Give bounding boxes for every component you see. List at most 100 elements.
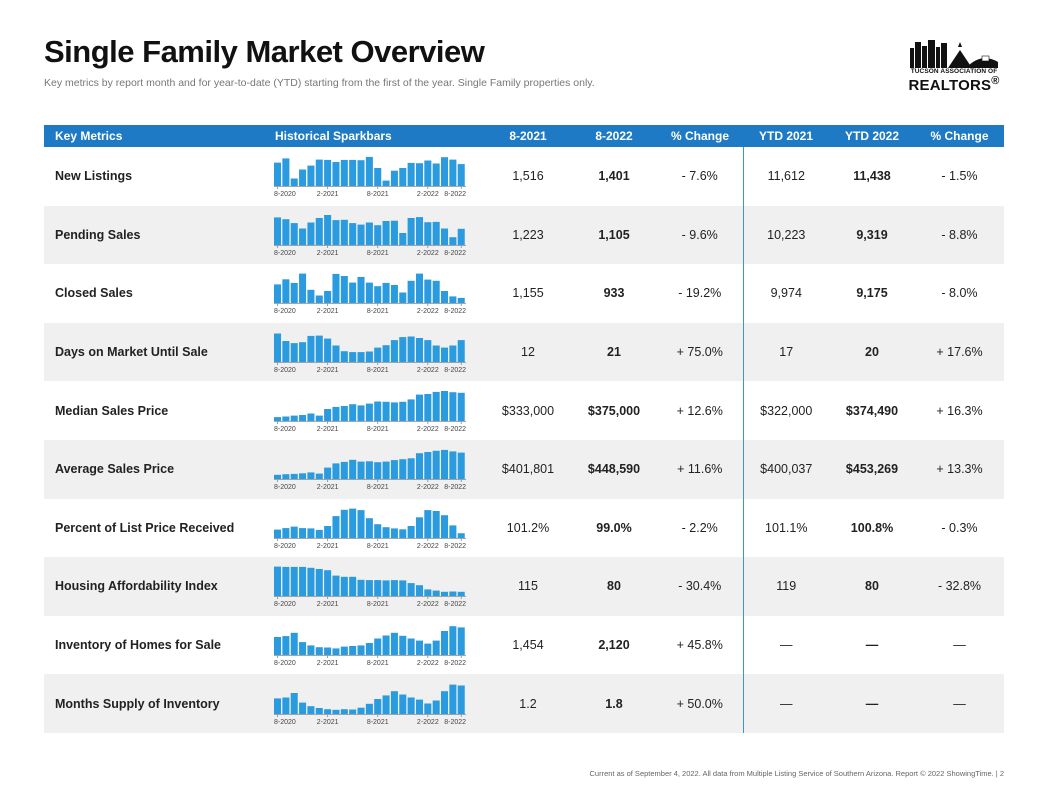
sparkbar bbox=[399, 694, 407, 714]
value-ytd2021: — bbox=[742, 615, 829, 675]
sparkbar-chart: 8-2020 2-2021 8-2021 2-2022 8-2022 bbox=[274, 274, 466, 315]
sparkbar bbox=[432, 281, 440, 304]
sparkbar bbox=[415, 216, 423, 245]
value-m2021: 1,454 bbox=[512, 638, 544, 653]
sparkbar bbox=[390, 580, 398, 597]
sparkbar-cell: 8-2020 2-2021 8-2021 2-2022 8-2022 bbox=[273, 381, 485, 440]
sparkbar bbox=[424, 589, 432, 597]
sparkbar-chart: 8-2020 2-2021 8-2021 2-2022 8-2022 bbox=[274, 626, 466, 667]
value-m2022: 21 bbox=[571, 322, 657, 382]
value-ytd2022: 100.8% bbox=[850, 520, 894, 535]
sparkbar bbox=[282, 474, 290, 480]
sparkbar bbox=[382, 461, 390, 480]
sparkbar-cell: 8-2020 2-2021 8-2021 2-2022 8-2022 bbox=[273, 322, 485, 382]
sparkbar bbox=[407, 336, 415, 363]
sparkbar bbox=[449, 591, 457, 597]
sparkbar bbox=[424, 509, 432, 538]
sparkbar bbox=[349, 709, 357, 714]
table-row: New Listings 8-2020 2-2021 8-2021 2-2022 8-20… bbox=[44, 147, 1004, 206]
sparkbar bbox=[457, 592, 465, 597]
sparkbar bbox=[365, 580, 373, 597]
sparkbar bbox=[382, 220, 390, 245]
sparkbar-tick-label: 2-2021 bbox=[317, 484, 339, 491]
sparkbar bbox=[282, 219, 290, 245]
sparkbar bbox=[399, 168, 407, 187]
value-ytd_change: - 0.3% bbox=[941, 520, 978, 535]
metric-name: Closed Sales bbox=[55, 286, 133, 301]
sparkbar bbox=[349, 646, 357, 656]
sparkbar bbox=[290, 632, 298, 656]
sparkbar bbox=[407, 638, 415, 656]
value-ytd2021: 10,223 bbox=[742, 205, 829, 265]
sparkbar bbox=[390, 340, 398, 363]
value-m2022: $375,000 bbox=[587, 403, 641, 418]
value-ytd2022: — bbox=[865, 638, 879, 653]
sparkbar bbox=[432, 221, 440, 245]
page-title: Single Family Market Overview bbox=[44, 34, 485, 69]
logo-line1: TUCSON ASSOCIATION OF bbox=[910, 68, 998, 75]
sparkbar bbox=[441, 631, 449, 656]
sparkbar-tick-label: 8-2020 bbox=[274, 426, 296, 433]
sparkbar bbox=[340, 509, 348, 538]
sparkbar-tick-label: 8-2020 bbox=[274, 601, 296, 608]
sparkbar bbox=[349, 508, 357, 538]
sparkbar bbox=[332, 709, 340, 714]
value-m2022: 1.8 bbox=[571, 674, 657, 733]
sparkbar bbox=[324, 214, 332, 245]
sparkbar bbox=[307, 568, 315, 597]
sparkbar-tick-label: 8-2022 bbox=[444, 426, 466, 433]
sparkbar-tick-label: 8-2021 bbox=[367, 660, 389, 667]
sparkbar bbox=[399, 401, 407, 421]
sparkbar bbox=[449, 626, 457, 656]
sparkbar bbox=[424, 393, 432, 421]
sparkbar-tick-label: 8-2022 bbox=[444, 191, 466, 198]
sparkbar bbox=[332, 406, 340, 421]
sparkbar bbox=[407, 458, 415, 480]
value-ytd_change: - 1.5% bbox=[941, 169, 978, 184]
metric-name: New Listings bbox=[55, 169, 133, 184]
sparkbar bbox=[274, 162, 282, 187]
sparkbar-tick-label: 8-2021 bbox=[367, 367, 389, 374]
sparkbar-tick-label: 8-2021 bbox=[367, 543, 389, 550]
sparkbar bbox=[407, 697, 415, 714]
sparkbar-tick-label: 8-2022 bbox=[444, 367, 466, 374]
sparkbar-cell: 8-2020 2-2021 8-2021 2-2022 8-2022 bbox=[273, 557, 485, 616]
col-sparkbars: Historical Sparkbars bbox=[273, 125, 485, 147]
sparkbar-tick-label: 2-2021 bbox=[317, 250, 339, 257]
sparkbar bbox=[290, 415, 298, 421]
value-ytd2022: $374,490 bbox=[845, 403, 899, 418]
sparkbar bbox=[449, 391, 457, 421]
sparkbar bbox=[290, 222, 298, 245]
value-change: - 30.4% bbox=[657, 557, 743, 616]
sparkbar bbox=[340, 577, 348, 597]
sparkbar bbox=[382, 283, 390, 304]
sparkbar bbox=[390, 690, 398, 714]
sparkbar bbox=[307, 705, 315, 714]
sparkbar bbox=[457, 533, 465, 538]
sparkbar bbox=[340, 219, 348, 245]
sparkbar bbox=[457, 627, 465, 656]
sparkbar bbox=[324, 525, 332, 538]
sparkbar bbox=[365, 157, 373, 187]
table-row: Months Supply of Inventory 8-2020 2-2021 8-… bbox=[44, 674, 1004, 733]
sparkbar bbox=[299, 473, 307, 480]
sparkbar-tick-label: 2-2022 bbox=[417, 543, 439, 550]
metric-name: Average Sales Price bbox=[44, 439, 273, 499]
sparkbar-chart: 8-2020 2-2021 8-2021 2-2022 8-2022 bbox=[274, 567, 466, 608]
sparkbar bbox=[441, 157, 449, 187]
sparkbar bbox=[374, 401, 382, 421]
value-m2021: 12 bbox=[485, 322, 571, 382]
sparkbar bbox=[399, 459, 407, 480]
sparkbar bbox=[432, 700, 440, 714]
sparkbar bbox=[365, 403, 373, 421]
value-change: - 2.2% bbox=[681, 520, 718, 535]
metric-name: Median Sales Price bbox=[55, 403, 169, 418]
sparkbar bbox=[449, 684, 457, 714]
metrics-table: Key Metrics Historical Sparkbars 8-2021 … bbox=[44, 125, 1004, 733]
sparkbar bbox=[382, 635, 390, 656]
sparkbar bbox=[282, 567, 290, 597]
metric-name: Days on Market Until Sale bbox=[44, 322, 273, 382]
sparkbar bbox=[324, 647, 332, 656]
sparkbar bbox=[457, 340, 465, 363]
sparkbar bbox=[441, 592, 449, 597]
